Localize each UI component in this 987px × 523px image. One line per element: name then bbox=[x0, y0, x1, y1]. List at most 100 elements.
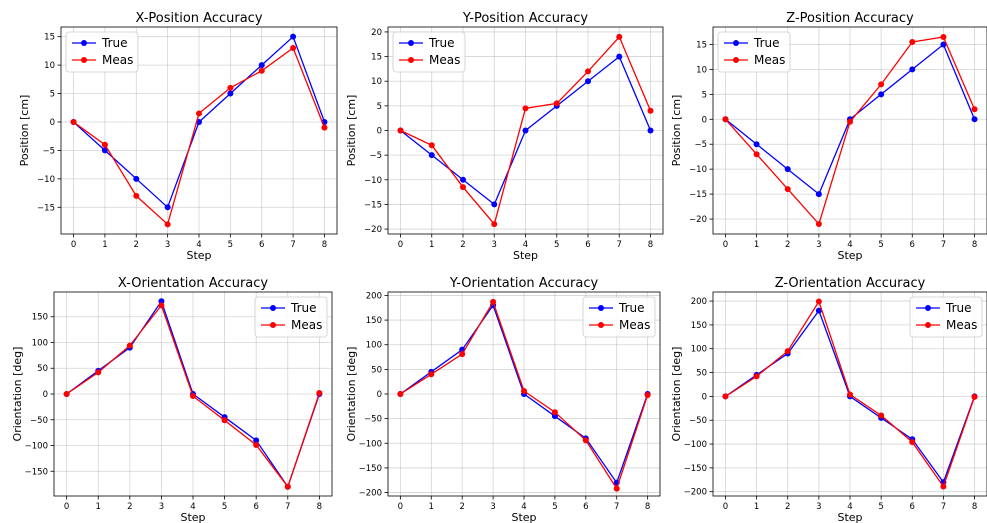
data-point-meas bbox=[909, 439, 916, 446]
data-point-meas bbox=[133, 192, 140, 199]
y-tick-label: 5 bbox=[50, 90, 55, 100]
x-tick-label: 6 bbox=[910, 502, 915, 512]
data-point-meas bbox=[553, 100, 560, 107]
data-point-meas bbox=[101, 141, 108, 148]
x-tick-label: 4 bbox=[190, 502, 195, 512]
data-point-meas bbox=[722, 116, 729, 123]
x-tick-label: 1 bbox=[754, 240, 759, 250]
legend: True Meas bbox=[392, 31, 466, 73]
x-tick-label: 8 bbox=[322, 240, 327, 250]
legend-label-true: True bbox=[618, 301, 645, 315]
data-point-meas bbox=[613, 485, 620, 492]
y-tick-label: 50 bbox=[37, 364, 48, 374]
data-point-true bbox=[784, 166, 791, 173]
y-tick-label: 100 bbox=[691, 345, 707, 355]
data-point-true bbox=[491, 201, 498, 208]
x-tick-label: 7 bbox=[617, 240, 622, 250]
legend-label-meas: Meas bbox=[946, 318, 977, 332]
x-tick-label: 0 bbox=[71, 240, 76, 250]
data-point-meas bbox=[647, 107, 654, 114]
y-tick-label: 5 bbox=[377, 102, 382, 112]
y-axis-label: Orientation [deg] bbox=[11, 347, 24, 442]
data-point-meas bbox=[397, 127, 404, 134]
data-point-meas bbox=[784, 186, 791, 193]
data-point-true bbox=[164, 204, 171, 211]
y-tick-label: 0 bbox=[43, 390, 48, 400]
x-tick-label: 5 bbox=[554, 240, 559, 250]
y-tick-label: −15 bbox=[689, 190, 707, 200]
chart-title: Z-Position Accuracy bbox=[786, 11, 914, 26]
x-tick-label: 8 bbox=[972, 502, 977, 512]
x-tick-label: 4 bbox=[847, 240, 852, 250]
x-axis-label: Step bbox=[837, 511, 862, 523]
data-point-meas bbox=[190, 393, 196, 400]
y-tick-label: −20 bbox=[689, 215, 707, 225]
y-tick-label: 200 bbox=[366, 291, 382, 301]
data-point-true bbox=[290, 33, 297, 40]
legend-label-meas: Meas bbox=[291, 318, 322, 332]
x-tick-label: 2 bbox=[460, 240, 465, 250]
legend-label-true: True bbox=[101, 36, 128, 50]
data-point-meas bbox=[940, 483, 947, 490]
z-orientation-accuracy-chart: 0 1 2 3 4 5 6 7 8 −200 −150 −100 −50 0 50 100 150 200 Z-Or… bbox=[670, 276, 987, 523]
y-tick-label: 0 bbox=[377, 127, 382, 137]
y-axis-label: Orientation [deg] bbox=[670, 347, 683, 442]
y-tick-label: 0 bbox=[377, 390, 382, 400]
legend-marker-true bbox=[270, 305, 276, 311]
data-point-meas bbox=[909, 38, 916, 45]
legend-label-true: True bbox=[945, 301, 972, 315]
y-tick-label: −10 bbox=[364, 176, 382, 186]
data-point-true bbox=[158, 298, 165, 305]
legend: True Meas bbox=[717, 31, 791, 73]
y-tick-label: 20 bbox=[371, 28, 382, 38]
y-tick-label: 10 bbox=[371, 77, 382, 87]
data-point-meas bbox=[585, 68, 591, 75]
chart-title: X-Position Accuracy bbox=[135, 11, 262, 26]
y-tick-label: 150 bbox=[32, 313, 48, 323]
x-tick-label: 0 bbox=[723, 502, 728, 512]
y-tick-label: −10 bbox=[689, 165, 707, 175]
y-tick-label: 15 bbox=[44, 33, 55, 43]
y-tick-label: −100 bbox=[25, 442, 48, 452]
y-tick-label: 15 bbox=[696, 40, 707, 50]
data-point-meas bbox=[847, 391, 853, 398]
x-tick-label: 0 bbox=[398, 240, 403, 250]
legend-marker-true bbox=[733, 40, 739, 46]
y-tick-label: 100 bbox=[32, 338, 48, 348]
y-tick-label: −10 bbox=[37, 175, 55, 185]
legend-marker-true bbox=[925, 305, 931, 311]
data-point-meas bbox=[940, 33, 947, 40]
y-tick-label: −20 bbox=[364, 225, 382, 235]
y-tick-label: −200 bbox=[684, 488, 707, 498]
y-tick-label: 150 bbox=[691, 321, 707, 331]
data-point-meas bbox=[971, 106, 978, 113]
x-tick-label: 5 bbox=[878, 502, 883, 512]
legend: True Meas bbox=[254, 296, 328, 338]
x-tick-label: 7 bbox=[614, 502, 619, 512]
x-tick-label: 8 bbox=[972, 240, 977, 250]
x-tick-label: 1 bbox=[754, 502, 759, 512]
data-point-meas bbox=[971, 393, 978, 400]
data-point-true bbox=[940, 41, 947, 48]
data-point-meas bbox=[522, 105, 529, 112]
y-axis-label: Position [cm] bbox=[670, 95, 683, 167]
x-tick-label: 0 bbox=[398, 502, 403, 512]
z-position-accuracy-chart: 0 1 2 3 4 5 6 7 8 −20 −15 −10 −5 0 5 10 15 Z-Position Acc… bbox=[670, 11, 987, 262]
y-tick-label: −50 bbox=[364, 415, 382, 425]
data-point-meas bbox=[164, 221, 171, 228]
legend-label-true: True bbox=[290, 301, 317, 315]
data-point-meas bbox=[722, 393, 729, 400]
y-tick-label: −50 bbox=[689, 416, 707, 426]
y-position-accuracy-chart: 0 1 2 3 4 5 6 7 8 −20 −15 −10 −5 0 5 10 15 20 Y-Position A… bbox=[345, 11, 664, 262]
x-axis-label: Step bbox=[511, 511, 536, 523]
x-tick-label: 3 bbox=[490, 502, 495, 512]
x-tick-label: 2 bbox=[459, 502, 464, 512]
data-point-meas bbox=[491, 221, 498, 228]
y-tick-label: −100 bbox=[684, 440, 707, 450]
y-tick-label: −200 bbox=[359, 489, 382, 499]
data-point-meas bbox=[158, 302, 165, 309]
data-point-meas bbox=[321, 124, 328, 131]
y-tick-label: 50 bbox=[696, 369, 707, 379]
data-point-meas bbox=[428, 142, 435, 149]
